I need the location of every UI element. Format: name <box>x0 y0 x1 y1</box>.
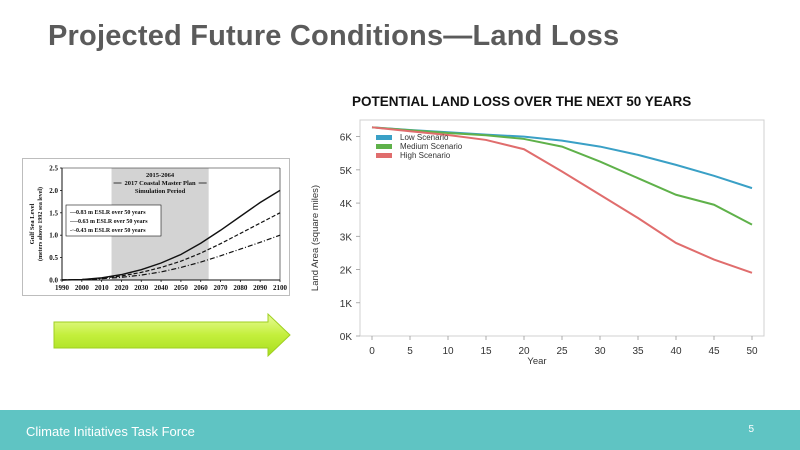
x-tick-label: 45 <box>708 346 720 357</box>
legend-label: Medium Scenario <box>400 142 463 151</box>
y-axis-label: Land Area (square miles) <box>310 185 321 291</box>
land-loss-chart: POTENTIAL LAND LOSS OVER THE NEXT 50 YEA… <box>310 94 765 367</box>
x-tick-label: 20 <box>518 346 530 357</box>
sea-level-legend-item: ----0.63 m ESLR over 50 years <box>70 219 148 225</box>
y-tick-label: 5K <box>340 166 353 177</box>
footer-bar: Climate Initiatives Task Force 5 <box>0 410 800 450</box>
simulation-period-label: Simulation Period <box>135 188 186 195</box>
y-tick-label: 0K <box>340 332 353 343</box>
x-tick-label: 25 <box>556 346 568 357</box>
simulation-period-label: 2015-2064 <box>146 172 175 179</box>
legend-swatch <box>376 144 392 149</box>
x-tick-label: 2070 <box>214 284 229 292</box>
x-tick-label: 40 <box>670 346 682 357</box>
y-tick-label: 1K <box>340 299 353 310</box>
green-arrow-icon <box>53 312 291 358</box>
land-loss-title: POTENTIAL LAND LOSS OVER THE NEXT 50 YEA… <box>352 94 691 109</box>
x-tick-label: 2030 <box>134 284 149 292</box>
x-tick-label: 35 <box>632 346 644 357</box>
y-tick-label: 6K <box>340 133 353 144</box>
y-tick-label: 2K <box>340 266 353 277</box>
y-tick-label: 1.5 <box>49 209 58 217</box>
x-tick-label: 2020 <box>114 284 129 292</box>
x-tick-label: 2050 <box>174 284 189 292</box>
y-tick-label: 4K <box>340 199 353 210</box>
sea-level-legend-item: —0.83 m ESLR over 50 years <box>69 210 146 216</box>
x-tick-label: 0 <box>369 346 375 357</box>
x-tick-label: 30 <box>594 346 606 357</box>
x-tick-label: 1990 <box>55 284 70 292</box>
footer-text: Climate Initiatives Task Force <box>26 424 195 439</box>
sea-level-legend <box>65 204 162 237</box>
y-tick-label: 2.5 <box>49 165 58 173</box>
y-tick-label: 1.0 <box>49 232 58 240</box>
x-tick-label: 2060 <box>194 284 209 292</box>
legend-swatch <box>376 153 392 158</box>
land-loss-series-line <box>371 126 753 226</box>
x-tick-label: 2000 <box>75 284 90 292</box>
sea-level-legend-item: -·-0.43 m ESLR over 50 years <box>70 228 146 234</box>
slide-title: Projected Future Conditions—Land Loss <box>48 20 620 52</box>
x-tick-label: 2090 <box>253 284 268 292</box>
legend-label: High Scenario <box>400 151 451 160</box>
y-axis-label: Gulf Sea Level <box>29 203 36 244</box>
y-axis-label-units: (meters above 1992 sea level) <box>37 187 44 261</box>
land-loss-plot-frame <box>359 119 765 337</box>
x-axis-label: Year <box>527 356 546 367</box>
x-tick-label: 2080 <box>233 284 248 292</box>
y-tick-label: 2.0 <box>49 187 58 195</box>
simulation-period-label: 2017 Coastal Master Plan <box>124 180 196 187</box>
legend-label: Low Scenario <box>400 133 449 142</box>
x-tick-label: 50 <box>746 346 758 357</box>
y-tick-label: 3K <box>340 232 353 243</box>
x-tick-label: 2010 <box>95 284 110 292</box>
x-tick-label: 2040 <box>154 284 169 292</box>
land-loss-series-line <box>371 126 753 274</box>
legend-swatch <box>376 135 392 140</box>
y-tick-label: 0.5 <box>49 254 58 262</box>
y-tick-label: 0.0 <box>49 277 58 285</box>
x-tick-label: 10 <box>442 346 454 357</box>
x-tick-label: 2100 <box>273 284 288 292</box>
page-number: 5 <box>748 424 754 435</box>
sea-level-series-line <box>61 212 281 281</box>
x-tick-label: 5 <box>407 346 413 357</box>
x-tick-label: 15 <box>480 346 492 357</box>
